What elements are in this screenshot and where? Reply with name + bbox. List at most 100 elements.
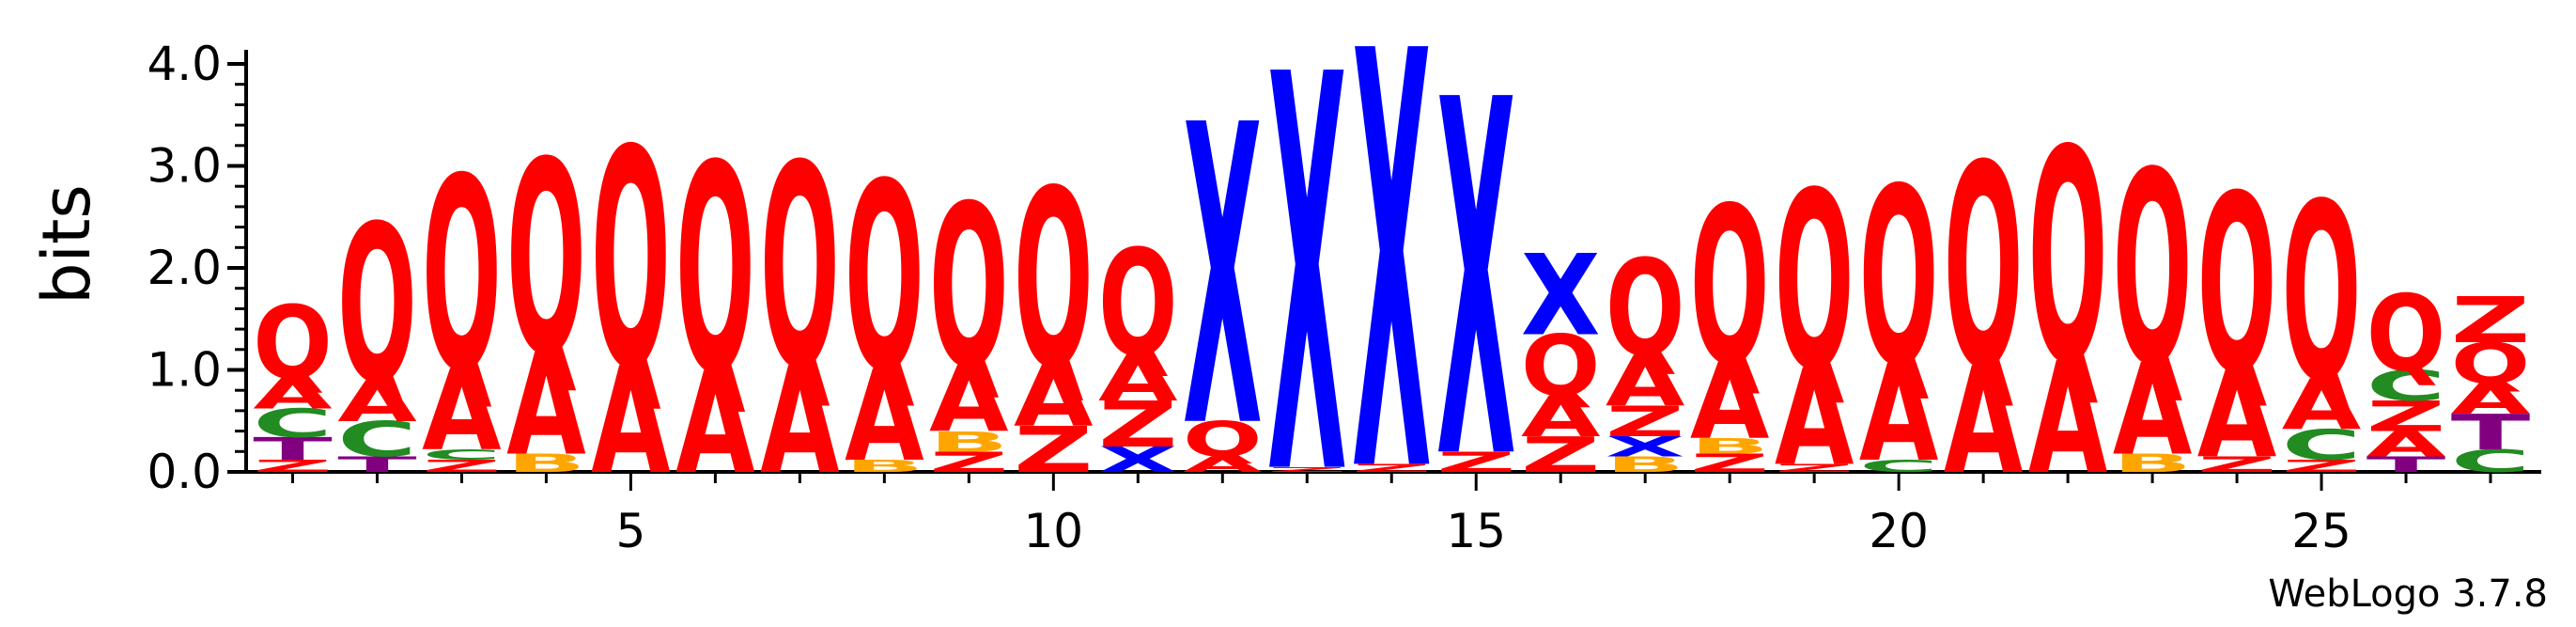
logo-letter-X: X: [1267, 0, 1347, 596]
logo-letter-B: B: [506, 448, 586, 478]
logo-letter-Z: Z: [2451, 285, 2531, 357]
logo-letter-Q: Q: [760, 106, 840, 431]
logo-letter-Q: Q: [929, 158, 1009, 418]
logo-letter-Q: Q: [1183, 411, 1263, 468]
logo-letter-A: A: [422, 346, 502, 476]
logo-letter-Z: Z: [1014, 415, 1094, 487]
logo-letter-X: X: [1352, 0, 1432, 600]
logo-letter-X: X: [1183, 39, 1263, 519]
logo-letter-Q: Q: [2367, 273, 2446, 395]
x-ticks: 5 10 15 20 25: [290, 472, 2492, 558]
y-tick-label: 1.0: [147, 343, 222, 398]
logo-letter-B: B: [1606, 452, 1685, 477]
logo-letter-A: A: [337, 368, 417, 434]
logo-letter-Z: Z: [1267, 465, 1347, 474]
logo-stack-pos-7: AQ: [760, 106, 840, 507]
logo-letter-T: T: [253, 431, 333, 467]
logo-letter-A: A: [929, 348, 1009, 453]
logo-letter-A: A: [1859, 337, 1939, 491]
logo-letter-Z: Z: [1606, 398, 1685, 447]
logo-letter-B: B: [845, 456, 924, 476]
logo-letter-Z: Z: [2367, 392, 2446, 441]
y-tick-label: 3.0: [147, 139, 222, 194]
logo-letter-Z: Z: [2197, 452, 2277, 477]
logo-letter-A: A: [2113, 337, 2193, 484]
x-tick-label: 15: [1446, 504, 1506, 558]
logo-letter-Q: Q: [675, 106, 755, 439]
logo-letter-Q: Q: [2113, 115, 2193, 424]
logo-letter-A: A: [2028, 329, 2108, 508]
logo-letter-Q: Q: [1606, 232, 1685, 386]
logo-letter-C: C: [2282, 421, 2362, 470]
weblogo-credit: WebLogo 3.7.8: [2268, 572, 2548, 616]
logo-letter-Q: Q: [2451, 332, 2531, 397]
logo-letter-Z: Z: [422, 457, 502, 477]
axes: [244, 50, 2541, 474]
y-tick-label: 4.0: [147, 37, 222, 91]
logo-letter-B: B: [1690, 434, 1770, 459]
logo-letter-C: C: [1859, 457, 1939, 477]
logo-letter-Z: Z: [1521, 427, 1601, 483]
y-axis-label: bits: [28, 184, 105, 305]
logo-letter-A: A: [506, 324, 586, 487]
logo-letter-X: X: [1098, 440, 1178, 480]
logo-letter-Z: Z: [1775, 462, 1854, 475]
logo-letter-T: T: [2367, 452, 2446, 477]
logo-letter-Q: Q: [2028, 87, 2108, 430]
logo-letter-C: C: [253, 401, 333, 447]
logo-letter-Z: Z: [929, 447, 1009, 479]
logo-letter-Q: Q: [1098, 219, 1178, 389]
y-ticks: 0.0 1.0 2.0 3.0 4.0: [147, 37, 246, 499]
logo-letter-A: A: [1521, 384, 1601, 450]
logo-letter-C: C: [422, 447, 502, 462]
logo-stack-pos-8: BAQ: [845, 128, 924, 490]
x-tick-label: 5: [616, 504, 646, 558]
logo-letter-B: B: [2113, 448, 2193, 478]
logo-letter-C: C: [2367, 362, 2446, 411]
logo-stack-pos-10: ZAQ: [1014, 139, 1094, 488]
logo-letter-Q: Q: [253, 286, 333, 402]
logo-letter-X: X: [1521, 230, 1601, 360]
logo-letter-A: A: [1014, 348, 1094, 447]
logo-letter-X: X: [1606, 431, 1685, 463]
logo-stack-pos-15: ZX: [1436, 0, 1516, 567]
logo-stack-pos-14: ZX: [1352, 0, 1432, 600]
logo-stack-pos-20: CAQ: [1859, 137, 1939, 492]
logo-letter-Q: Q: [1775, 141, 1854, 425]
logo-letter-A: A: [591, 336, 671, 507]
logo-stack-pos-21: AQ: [1944, 106, 2024, 507]
logo-stack-pos-19: ZAQ: [1775, 141, 1854, 495]
y-tick-label: 2.0: [147, 241, 222, 295]
logo-letter-A: A: [1606, 341, 1685, 423]
logo-letter-Q: Q: [1521, 319, 1601, 416]
logo-letter-A: A: [1775, 340, 1854, 494]
logo-letter-Q: Q: [1014, 139, 1094, 423]
logo-stack-pos-5: AQ: [591, 86, 671, 507]
x-tick-label: 25: [2291, 504, 2351, 558]
logo-stack-pos-13: ZX: [1267, 0, 1347, 596]
logo-letter-A: A: [1183, 452, 1263, 477]
logo-letter-Z: Z: [1352, 462, 1432, 475]
logo-letter-A: A: [2367, 425, 2446, 465]
logo-letter-Z: Z: [1436, 447, 1516, 479]
logo-letter-A: A: [2197, 346, 2277, 485]
logo-letter-B: B: [929, 426, 1009, 458]
x-tick-label: 10: [1024, 504, 1084, 558]
logo-letter-A: A: [1944, 336, 2024, 507]
logo-stack-pos-12: AQX: [1183, 39, 1263, 519]
logo-letter-A: A: [1098, 343, 1178, 416]
logo-letter-A: A: [253, 370, 333, 419]
logo-letter-X: X: [1436, 0, 1516, 567]
logo-letter-T: T: [2451, 405, 2531, 462]
